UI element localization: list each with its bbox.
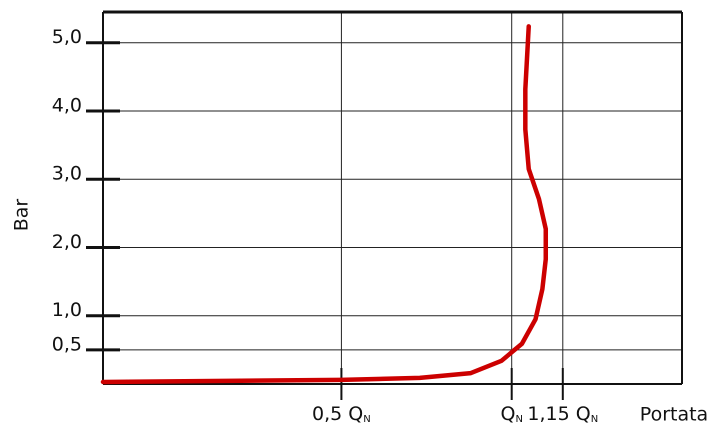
x-tick-label: QN bbox=[500, 403, 522, 426]
x-tick-text: 0,5 Q bbox=[312, 403, 363, 425]
x-tick-text: Q bbox=[500, 403, 515, 425]
y-tick-label: 4,0 bbox=[52, 94, 82, 116]
y-axis-label: Bar bbox=[11, 199, 33, 232]
x-tick-label: 1,15 QN bbox=[527, 403, 598, 426]
x-tick-subscript: N bbox=[363, 414, 370, 425]
y-tick-label: 3,0 bbox=[52, 163, 82, 185]
x-tick-text: 1,15 Q bbox=[527, 403, 590, 425]
y-tick-label: 2,0 bbox=[52, 231, 82, 253]
y-tick-label: 0,5 bbox=[52, 333, 82, 355]
y-tick-label: 5,0 bbox=[52, 26, 82, 48]
x-tick-label: 0,5 QN bbox=[312, 403, 371, 426]
y-tick-label: 1,0 bbox=[52, 299, 82, 321]
data-line bbox=[100, 24, 549, 385]
x-tick-subscript: N bbox=[591, 414, 598, 425]
x-axis-label: Portata bbox=[640, 404, 708, 426]
x-tick-subscript: N bbox=[515, 414, 522, 425]
